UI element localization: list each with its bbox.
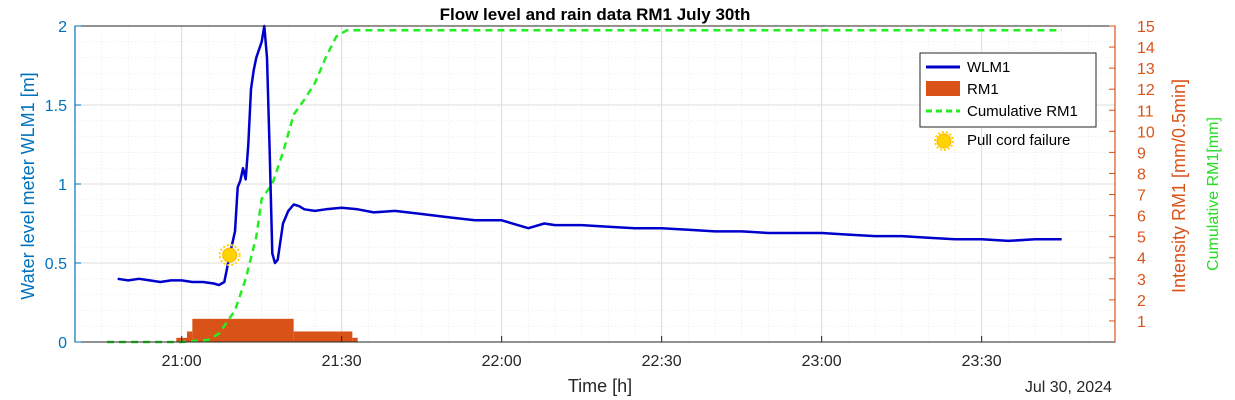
axes: 21:00 21:30 22:00 22:30 23:00 23:30 0 0.5 1 1.5 2 1… [45, 19, 1155, 370]
chart-title: Flow level and rain data RM1 July 30th [440, 5, 751, 24]
right-tick-label: 11 [1137, 103, 1154, 120]
left-tick-label: 2 [58, 19, 67, 36]
pull-cord-failure-marker-icon [218, 244, 241, 267]
left-axis-title: Water level meter WLM1 [m] [18, 72, 38, 299]
right-tick-label: 14 [1137, 40, 1155, 57]
x-axis-title: Time [h] [568, 376, 632, 396]
right-tick-label: 15 [1137, 19, 1155, 36]
pull-cord-failure-marker [222, 247, 238, 263]
legend: WLM1 RM1 Cumulative RM1 Pull cord failur… [919, 52, 1097, 151]
right-tick-label: 10 [1137, 124, 1155, 141]
right2-axis-title: Cumulative RM1[mm] [1205, 117, 1222, 271]
right-tick-label: 5 [1137, 230, 1146, 247]
rain-bar [192, 318, 294, 342]
legend-marker-icon [934, 131, 954, 151]
right-tick-label: 3 [1137, 272, 1146, 289]
date-label: Jul 30, 2024 [1025, 379, 1112, 396]
right-tick-label: 8 [1137, 166, 1146, 183]
rain-bar [293, 331, 353, 342]
right-tick-label: 4 [1137, 251, 1146, 268]
left-tick-label: 1 [58, 177, 67, 194]
rain-bar [187, 331, 193, 342]
left-tick-label: 0 [58, 335, 67, 352]
right-tick-label: 6 [1137, 209, 1146, 226]
right-tick-label: 1 [1137, 314, 1146, 331]
annotations [218, 244, 241, 267]
right-tick-label: 12 [1137, 82, 1155, 99]
legend-label-wlm: WLM1 [967, 59, 1010, 76]
series-lines [107, 24, 1062, 344]
x-tick-label: 22:00 [482, 353, 522, 370]
left-tick-label: 1.5 [45, 98, 67, 115]
wlm1-line [117, 24, 1062, 287]
right-tick-label: 2 [1137, 293, 1146, 310]
legend-swatch-rain [926, 81, 960, 96]
left-tick-label: 0.5 [45, 256, 67, 273]
right-tick-label: 9 [1137, 145, 1146, 162]
legend-label-cumulative: Cumulative RM1 [967, 103, 1078, 120]
right-tick-label: 13 [1137, 61, 1155, 78]
legend-label-marker: Pull cord failure [967, 132, 1070, 149]
x-tick-label: 21:00 [162, 353, 202, 370]
right-axis-title: Intensity RM1 [mm/0.5min] [1169, 79, 1189, 293]
cumulative-rm1-line [107, 28, 1062, 344]
x-tick-label: 23:00 [802, 353, 842, 370]
x-tick-label: 21:30 [322, 353, 362, 370]
right-tick-label: 7 [1137, 188, 1146, 205]
legend-label-rain: RM1 [967, 81, 999, 98]
rain-bar [352, 337, 358, 342]
x-tick-label: 22:30 [642, 353, 682, 370]
x-tick-label: 23:30 [962, 353, 1002, 370]
